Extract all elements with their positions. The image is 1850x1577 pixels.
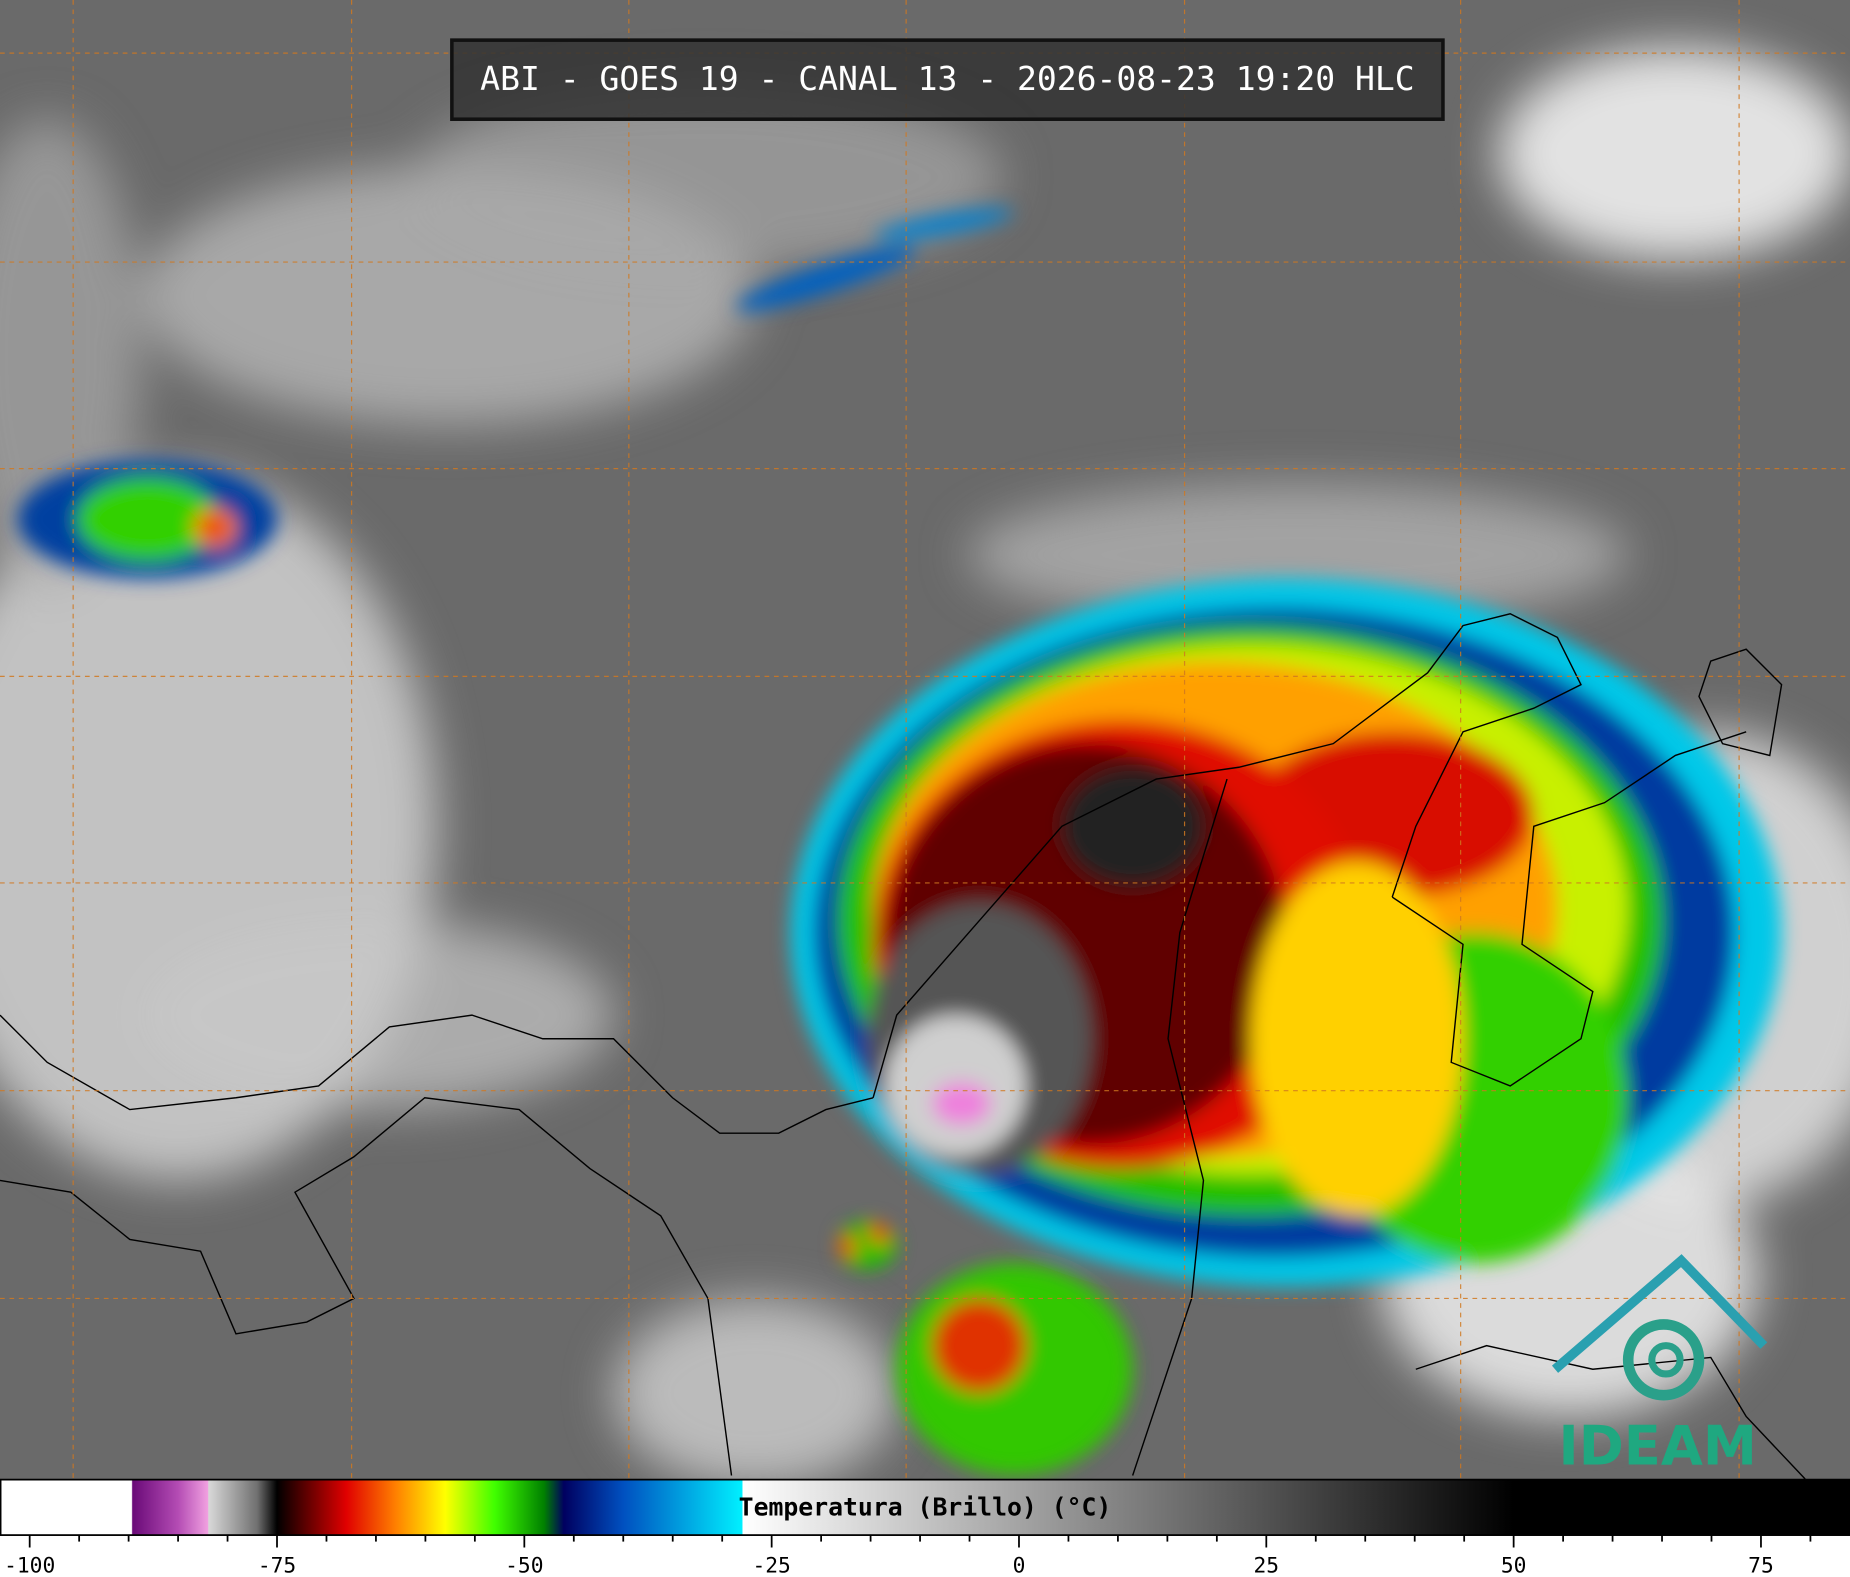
tick-label: 75 [1748,1553,1774,1577]
tick-label: -100 [4,1553,55,1577]
tick-label: -25 [752,1553,790,1577]
title: ABI - GOES 19 - CANAL 13 - 2026-08-23 19… [480,59,1414,98]
logo: IDEAM [1551,1254,1768,1478]
logo-text: IDEAM [1559,1415,1757,1478]
colorbar: -100 -75 -50 -25 0 25 50 75 [0,1479,1850,1577]
tick-label: 0 [1013,1553,1026,1577]
colorbar-label: Temperatura (Brillo) (°C) [739,1493,1112,1522]
graticule [0,0,1850,1480]
title-box [450,38,1445,121]
tick-label: -50 [505,1553,543,1577]
colorbar-fill [0,1479,1850,1535]
tick-label: -75 [258,1553,296,1577]
tick-label: 25 [1254,1553,1280,1577]
convective-system [17,208,1782,1476]
tick-label: 50 [1501,1553,1527,1577]
colorbar-frame [0,1478,1850,1536]
